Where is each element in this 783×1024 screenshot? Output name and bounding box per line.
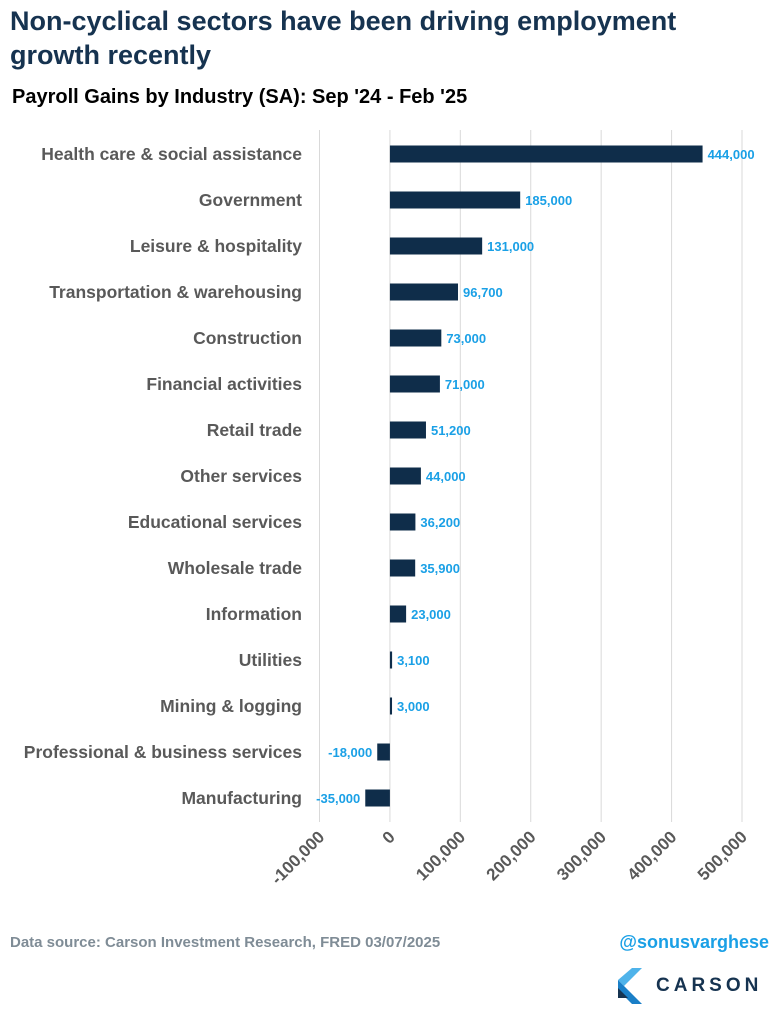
bar-10 <box>390 606 406 623</box>
data-source-note: Data source: Carson Investment Research,… <box>10 934 440 951</box>
category-label-9: Wholesale trade <box>168 558 302 578</box>
carson-logo-icon <box>618 966 642 1006</box>
x-tick-label-5: 400,000 <box>624 827 681 884</box>
bar-13 <box>377 744 390 761</box>
value-label-10: 23,000 <box>411 607 451 622</box>
value-label-9: 35,900 <box>420 561 460 576</box>
bar-12 <box>390 698 392 715</box>
value-label-0: 444,000 <box>708 147 755 162</box>
category-label-1: Government <box>199 190 302 210</box>
category-label-5: Financial activities <box>146 374 302 394</box>
category-label-10: Information <box>206 604 302 624</box>
bar-9 <box>390 560 415 577</box>
bar-6 <box>390 422 426 439</box>
category-label-6: Retail trade <box>207 420 303 440</box>
category-label-3: Transportation & warehousing <box>49 282 302 302</box>
value-label-3: 96,700 <box>463 285 503 300</box>
bar-3 <box>390 284 458 301</box>
category-label-4: Construction <box>193 328 302 348</box>
x-tick-label-6: 500,000 <box>694 827 751 884</box>
category-label-7: Other services <box>180 466 302 486</box>
value-label-14: -35,000 <box>316 791 360 806</box>
category-label-8: Educational services <box>128 512 302 532</box>
bar-5 <box>390 376 440 393</box>
bar-4 <box>390 330 441 347</box>
x-tick-label-2: 100,000 <box>412 827 469 884</box>
value-label-2: 131,000 <box>487 239 534 254</box>
bar-2 <box>390 238 482 255</box>
author-handle: @sonusvarghese <box>619 932 769 953</box>
bar-8 <box>390 514 415 531</box>
bar-14 <box>365 790 390 807</box>
carson-logo: CARSON <box>618 966 762 1006</box>
value-label-7: 44,000 <box>426 469 466 484</box>
category-label-12: Mining & logging <box>160 696 302 716</box>
value-label-6: 51,200 <box>431 423 471 438</box>
x-tick-label-0: -100,000 <box>267 827 328 888</box>
category-label-11: Utilities <box>239 650 302 670</box>
category-label-2: Leisure & hospitality <box>130 236 302 256</box>
brand-name: CARSON <box>656 975 762 997</box>
bar-chart: Health care & social assistance 444,000 Go… <box>0 0 783 930</box>
x-tick-label-4: 300,000 <box>553 827 610 884</box>
value-label-4: 73,000 <box>446 331 486 346</box>
value-label-11: 3,100 <box>397 653 430 668</box>
x-tick-label-3: 200,000 <box>483 827 540 884</box>
x-tick-label-1: 0 <box>379 827 399 847</box>
bar-7 <box>390 468 421 485</box>
category-label-13: Professional & business services <box>24 742 302 762</box>
bar-1 <box>390 192 520 209</box>
value-label-8: 36,200 <box>420 515 460 530</box>
bar-0 <box>390 146 703 163</box>
value-label-1: 185,000 <box>525 193 572 208</box>
value-label-5: 71,000 <box>445 377 485 392</box>
value-label-13: -18,000 <box>328 745 372 760</box>
bar-11 <box>390 652 392 669</box>
value-label-12: 3,000 <box>397 699 430 714</box>
category-label-0: Health care & social assistance <box>41 144 302 164</box>
category-label-14: Manufacturing <box>181 788 302 808</box>
